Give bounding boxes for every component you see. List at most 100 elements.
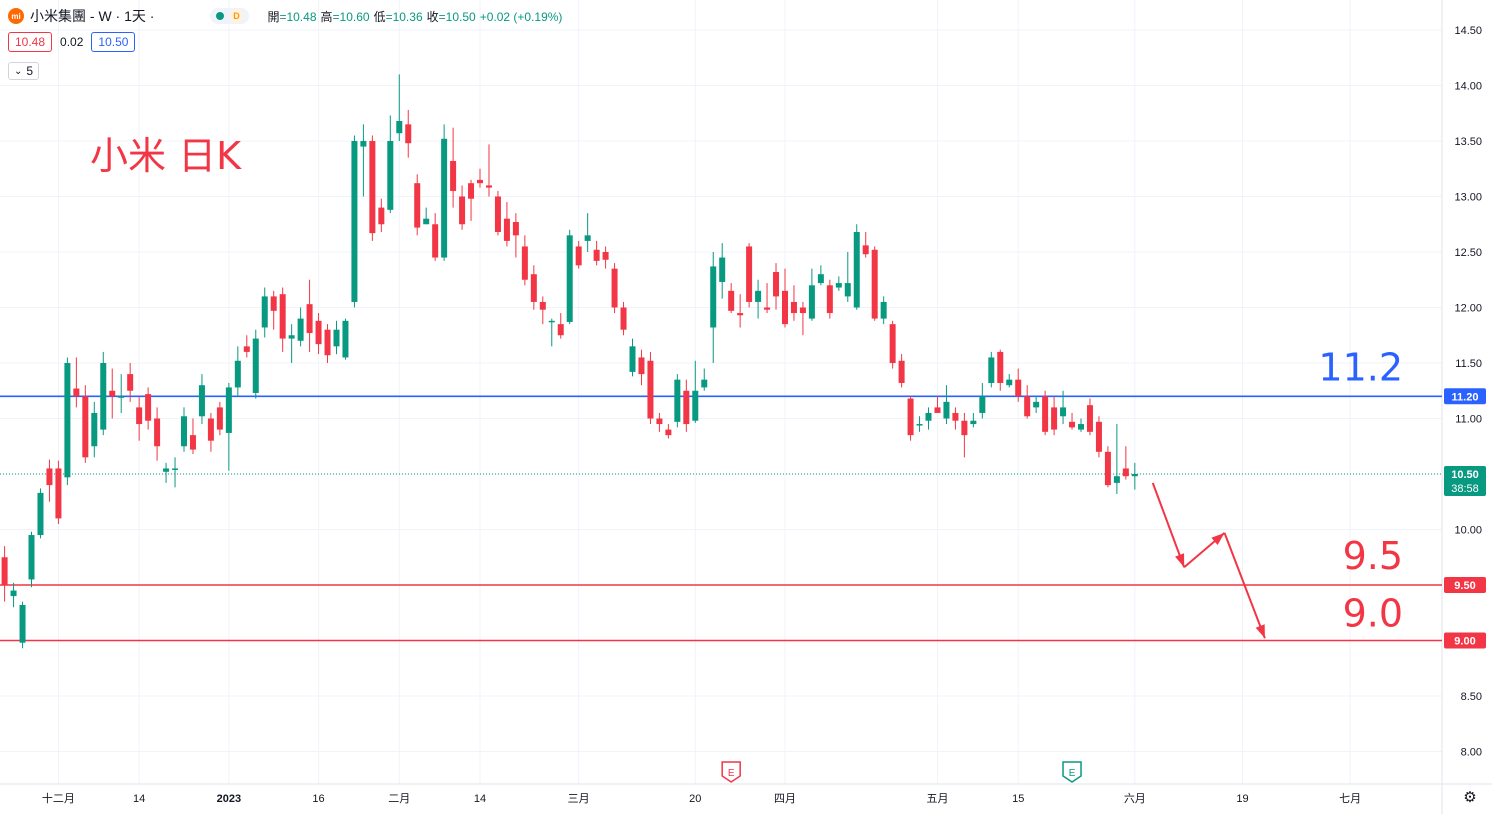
candle-body: [441, 138, 448, 258]
candle: [360, 124, 367, 197]
candle: [1042, 390, 1049, 436]
candle: [638, 349, 645, 386]
candle: [674, 374, 681, 428]
candle: [961, 412, 968, 458]
xiaomi-logo-icon: mi: [8, 8, 24, 24]
level-badge: [1444, 632, 1486, 649]
candle: [1060, 390, 1067, 425]
candle: [189, 418, 196, 455]
candle-body: [279, 294, 286, 339]
candle: [1086, 398, 1093, 436]
ohlc-value: =10.50: [438, 9, 476, 24]
candle-body: [172, 468, 179, 470]
candle: [261, 287, 268, 338]
candle: [548, 318, 555, 347]
gear-icon[interactable]: ⚙: [1463, 789, 1477, 806]
candle-body: [181, 416, 187, 447]
candle-body: [100, 363, 107, 430]
candle-body: [871, 249, 878, 319]
candle-body: [889, 324, 896, 363]
candle: [207, 412, 214, 452]
x-tick-label: 14: [133, 793, 145, 805]
indicators-count: 5: [26, 64, 34, 78]
candle: [136, 396, 143, 441]
candle-body: [459, 196, 466, 225]
candle-body: [243, 346, 250, 352]
y-tick-label: 12.00: [1454, 303, 1482, 315]
candle: [1006, 374, 1013, 388]
candle: [943, 385, 950, 425]
level-label: 9.5: [1343, 534, 1403, 578]
candle: [172, 457, 179, 488]
candle-body: [647, 360, 654, 419]
candle-body: [154, 418, 161, 447]
symbol-title[interactable]: 小米集團 - W · 1天 ·: [30, 8, 155, 24]
candle-body: [656, 418, 663, 425]
candle-body: [288, 335, 295, 339]
indicators-toggle[interactable]: ⌄ 5: [8, 62, 40, 80]
candle-body: [1033, 401, 1040, 408]
level-badge: [1444, 577, 1486, 593]
y-tick-label: 11.50: [1455, 358, 1482, 370]
level-badge-text: 9.00: [1454, 636, 1475, 648]
y-tick-label: 13.50: [1454, 136, 1482, 148]
candle-body: [799, 307, 806, 314]
candle-body: [477, 179, 484, 184]
candle: [181, 407, 187, 452]
candle: [602, 246, 609, 269]
candle: [925, 407, 932, 430]
candle-body: [808, 285, 815, 319]
candle: [871, 246, 878, 321]
candle-body: [773, 271, 780, 297]
candle: [216, 401, 223, 436]
candle: [225, 382, 232, 471]
candle: [37, 488, 44, 539]
candle-body: [1069, 421, 1076, 428]
candle: [100, 351, 107, 436]
candle: [539, 296, 546, 325]
forecast-arrow: [1151, 482, 1186, 568]
candle: [862, 232, 869, 258]
candle: [494, 190, 501, 236]
candle: [970, 412, 977, 428]
candle-body: [970, 420, 977, 425]
candle: [423, 207, 430, 225]
candle-body: [934, 407, 941, 413]
candle-body: [1051, 407, 1058, 430]
level-badge-text: 9.50: [1454, 580, 1475, 592]
candle-body: [28, 535, 35, 580]
candle-body: [539, 301, 546, 310]
x-tick-label: 三月: [568, 793, 590, 805]
candle: [324, 324, 331, 363]
candle-body: [665, 429, 672, 436]
y-tick-label: 11.00: [1455, 414, 1482, 426]
candle: [198, 374, 205, 425]
ask-box[interactable]: 10.50: [91, 32, 136, 52]
earnings-marker-icon: [1062, 761, 1082, 783]
candle: [82, 385, 89, 463]
candle-body: [1006, 379, 1013, 386]
candle: [342, 318, 349, 360]
candle: [468, 179, 475, 221]
level-label: 9.0: [1343, 592, 1403, 636]
candle-body: [584, 235, 591, 241]
candle-body: [1, 557, 8, 585]
candle: [997, 349, 1004, 391]
candle-body: [620, 307, 627, 330]
arrow-head-icon: [1175, 553, 1185, 568]
candle: [898, 354, 905, 388]
candle: [1131, 462, 1138, 490]
ohlc-key: 開: [267, 9, 280, 24]
candle: [450, 127, 457, 208]
market-status-pill[interactable]: D: [210, 8, 250, 24]
candle-body: [907, 398, 914, 436]
x-tick-label: 20: [689, 793, 701, 805]
x-tick-label: 四月: [774, 793, 796, 805]
candle-body: [737, 313, 744, 316]
y-tick-label: 10.00: [1454, 525, 1482, 537]
countdown-text: 38:58: [1451, 483, 1479, 495]
candle-body: [1095, 421, 1102, 452]
bid-box[interactable]: 10.48: [8, 32, 53, 52]
candle: [521, 235, 528, 286]
